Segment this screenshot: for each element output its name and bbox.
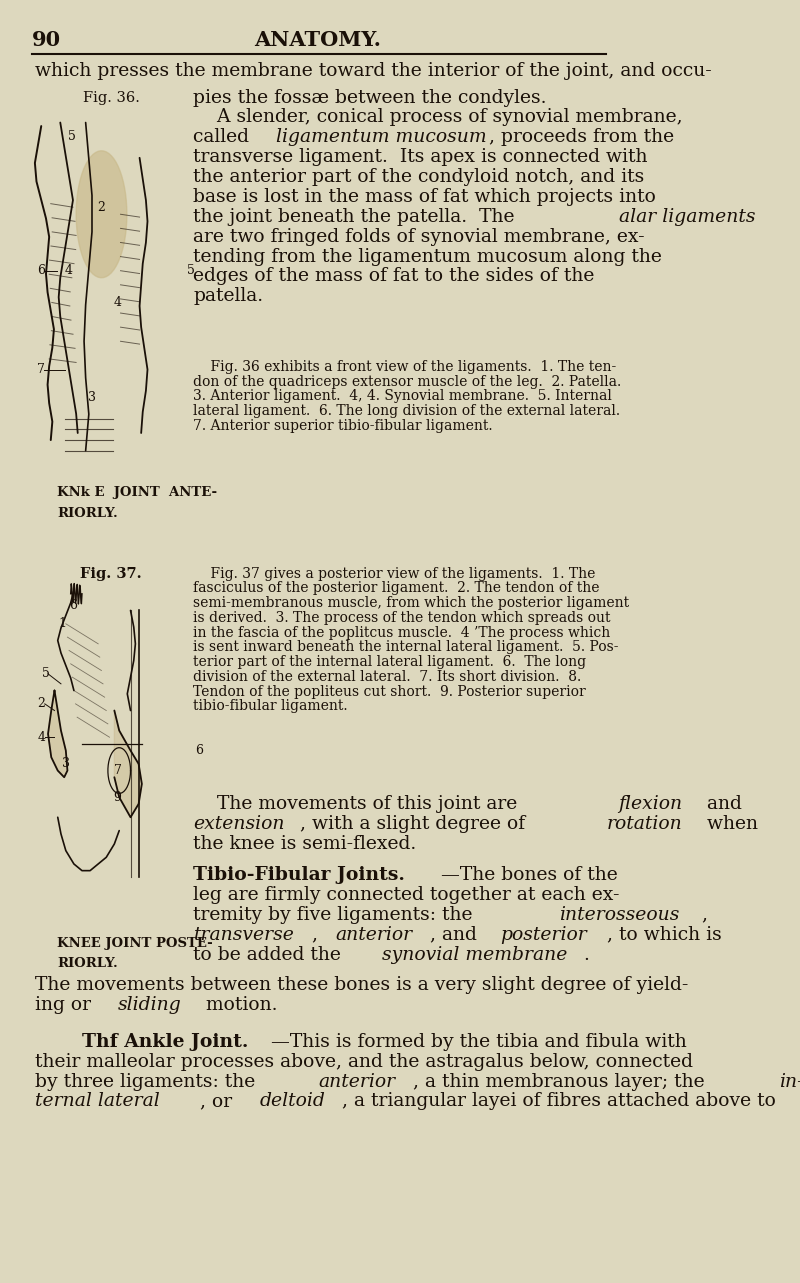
Text: anterior: anterior	[318, 1073, 395, 1091]
Text: 90: 90	[32, 30, 61, 50]
Text: Thf Ankle Joint.: Thf Ankle Joint.	[82, 1033, 249, 1051]
Text: KNEE JOINT POSTE-: KNEE JOINT POSTE-	[57, 937, 213, 949]
Text: 6: 6	[195, 744, 203, 757]
Text: called: called	[194, 128, 255, 146]
Text: , to which is: , to which is	[606, 925, 722, 944]
Text: tending from the ligamentum mucosum along the: tending from the ligamentum mucosum alon…	[194, 248, 662, 266]
Text: semi-membranous muscle, from which the posterior ligament: semi-membranous muscle, from which the p…	[194, 597, 630, 609]
Text: lateral ligament.  6. The long division of the external lateral.: lateral ligament. 6. The long division o…	[194, 404, 621, 418]
Text: tremity by five ligaments: the: tremity by five ligaments: the	[194, 906, 479, 924]
Text: and: and	[702, 795, 742, 813]
Text: KNk E  JOINT  ANTE-: KNk E JOINT ANTE-	[57, 486, 218, 499]
Text: Fig. 37.: Fig. 37.	[80, 567, 142, 580]
Text: 3. Anterior ligament.  4, 4. Synovial membrane.  5. Internal: 3. Anterior ligament. 4, 4. Synovial mem…	[194, 390, 612, 403]
Text: is sent inward beneath the internal lateral ligament.  5. Pos-: is sent inward beneath the internal late…	[194, 640, 619, 654]
Text: the knee is semi-flexed.: the knee is semi-flexed.	[194, 835, 417, 853]
Text: 2: 2	[38, 698, 46, 711]
Text: Fig. 36.: Fig. 36.	[82, 91, 139, 104]
Text: rotation: rotation	[606, 815, 682, 834]
Text: Fig. 36 exhibits a front view of the ligaments.  1. The ten-: Fig. 36 exhibits a front view of the lig…	[194, 361, 617, 373]
Text: tibio-fibular ligament.: tibio-fibular ligament.	[194, 699, 348, 713]
Text: transverse ligament.  Its apex is connected with: transverse ligament. Its apex is connect…	[194, 148, 648, 167]
Text: 3: 3	[62, 757, 70, 770]
Polygon shape	[76, 151, 127, 277]
Text: ,: ,	[702, 906, 707, 924]
Text: 7: 7	[38, 363, 45, 376]
Text: to be added the: to be added the	[194, 946, 347, 964]
Text: by three ligaments: the: by three ligaments: the	[35, 1073, 261, 1091]
Text: terior part of the internal lateral ligament.  6.  The long: terior part of the internal lateral liga…	[194, 656, 586, 668]
Text: .: .	[583, 946, 589, 964]
Text: extension: extension	[194, 815, 285, 834]
Text: The movements between these bones is a very slight degree of yield-: The movements between these bones is a v…	[35, 976, 688, 994]
Polygon shape	[48, 690, 67, 777]
Text: 1: 1	[58, 617, 66, 630]
Text: anterior: anterior	[335, 925, 412, 944]
Text: base is lost in the mass of fat which projects into: base is lost in the mass of fat which pr…	[194, 187, 656, 207]
Text: ANATOMY.: ANATOMY.	[254, 30, 381, 50]
Text: ing or: ing or	[35, 996, 97, 1015]
Text: which presses the membrane toward the interior of the joint, and occu-: which presses the membrane toward the in…	[35, 62, 712, 80]
Text: synovial membrane: synovial membrane	[382, 946, 568, 964]
Text: , or: , or	[200, 1092, 238, 1111]
Text: A slender, conical process of synovial membrane,: A slender, conical process of synovial m…	[194, 108, 683, 127]
Text: 6: 6	[38, 264, 46, 277]
Text: 5: 5	[68, 130, 76, 144]
Text: RIORLY.: RIORLY.	[57, 957, 118, 970]
Text: don of the quadriceps extensor muscle of the leg.  2. Patella.: don of the quadriceps extensor muscle of…	[194, 375, 622, 389]
Text: when: when	[702, 815, 758, 834]
Text: , with a slight degree of: , with a slight degree of	[300, 815, 531, 834]
Text: the anterior part of the condyloid notch, and its: the anterior part of the condyloid notch…	[194, 168, 645, 186]
Text: the joint beneath the patella.  The: the joint beneath the patella. The	[194, 208, 521, 226]
Text: , proceeds from the: , proceeds from the	[489, 128, 674, 146]
Text: 2: 2	[98, 200, 106, 214]
Text: posterior: posterior	[501, 925, 587, 944]
Text: fasciculus of the posterior ligament.  2. The tendon of the: fasciculus of the posterior ligament. 2.…	[194, 581, 600, 595]
Text: —This is formed by the tibia and fibula with: —This is formed by the tibia and fibula …	[271, 1033, 686, 1051]
Text: motion.: motion.	[200, 996, 278, 1015]
Text: deltoid: deltoid	[259, 1092, 325, 1111]
Text: 7. Anterior superior tibio-fibular ligament.: 7. Anterior superior tibio-fibular ligam…	[194, 420, 493, 432]
Text: in-: in-	[778, 1073, 800, 1091]
Text: Tibio-Fibular Joints.: Tibio-Fibular Joints.	[194, 866, 406, 884]
Text: , a thin membranous layer; the: , a thin membranous layer; the	[413, 1073, 710, 1091]
Text: transverse: transverse	[194, 925, 294, 944]
Text: interosseous: interosseous	[559, 906, 680, 924]
Text: The movements of this joint are: The movements of this joint are	[194, 795, 524, 813]
Text: ternal lateral: ternal lateral	[35, 1092, 160, 1111]
Text: 4: 4	[114, 296, 122, 309]
Text: —The bones of the: —The bones of the	[442, 866, 618, 884]
Text: edges of the mass of fat to the sides of the: edges of the mass of fat to the sides of…	[194, 267, 595, 286]
Text: 3: 3	[88, 391, 96, 404]
Text: 6: 6	[69, 599, 77, 612]
Text: 9: 9	[114, 790, 122, 803]
Text: Fig. 37 gives a posterior view of the ligaments.  1. The: Fig. 37 gives a posterior view of the li…	[194, 567, 596, 580]
Text: in the fascia of the poplitcus muscle.  4 ’The process which: in the fascia of the poplitcus muscle. 4…	[194, 626, 610, 639]
Text: 4: 4	[38, 731, 46, 744]
Text: ligamentum mucosum: ligamentum mucosum	[276, 128, 486, 146]
Text: alar ligaments: alar ligaments	[618, 208, 755, 226]
Text: patella.: patella.	[194, 287, 264, 305]
Text: 5: 5	[187, 264, 195, 277]
Text: Tendon of the popliteus cut short.  9. Posterior superior: Tendon of the popliteus cut short. 9. Po…	[194, 685, 586, 698]
Text: flexion: flexion	[618, 795, 682, 813]
Text: 5: 5	[42, 667, 50, 680]
Text: RIORLY.: RIORLY.	[57, 507, 118, 520]
Text: 7: 7	[114, 765, 122, 777]
Text: is derived.  3. The process of the tendon which spreads out: is derived. 3. The process of the tendon…	[194, 611, 611, 625]
Polygon shape	[114, 711, 142, 817]
Text: , and: , and	[430, 925, 482, 944]
Text: their malleolar processes above, and the astragalus below, connected: their malleolar processes above, and the…	[35, 1052, 693, 1071]
Text: division of the external lateral.  7. Its short division.  8.: division of the external lateral. 7. Its…	[194, 670, 582, 684]
Text: , a triangular layei of fibres attached above to: , a triangular layei of fibres attached …	[342, 1092, 776, 1111]
Text: pies the fossæ between the condyles.: pies the fossæ between the condyles.	[194, 89, 547, 106]
Text: ,: ,	[311, 925, 323, 944]
Text: sliding: sliding	[118, 996, 182, 1015]
Text: leg are firmly connected together at each ex-: leg are firmly connected together at eac…	[194, 885, 620, 905]
Text: 4: 4	[64, 264, 72, 277]
Text: are two fringed folds of synovial membrane, ex-: are two fringed folds of synovial membra…	[194, 227, 645, 246]
